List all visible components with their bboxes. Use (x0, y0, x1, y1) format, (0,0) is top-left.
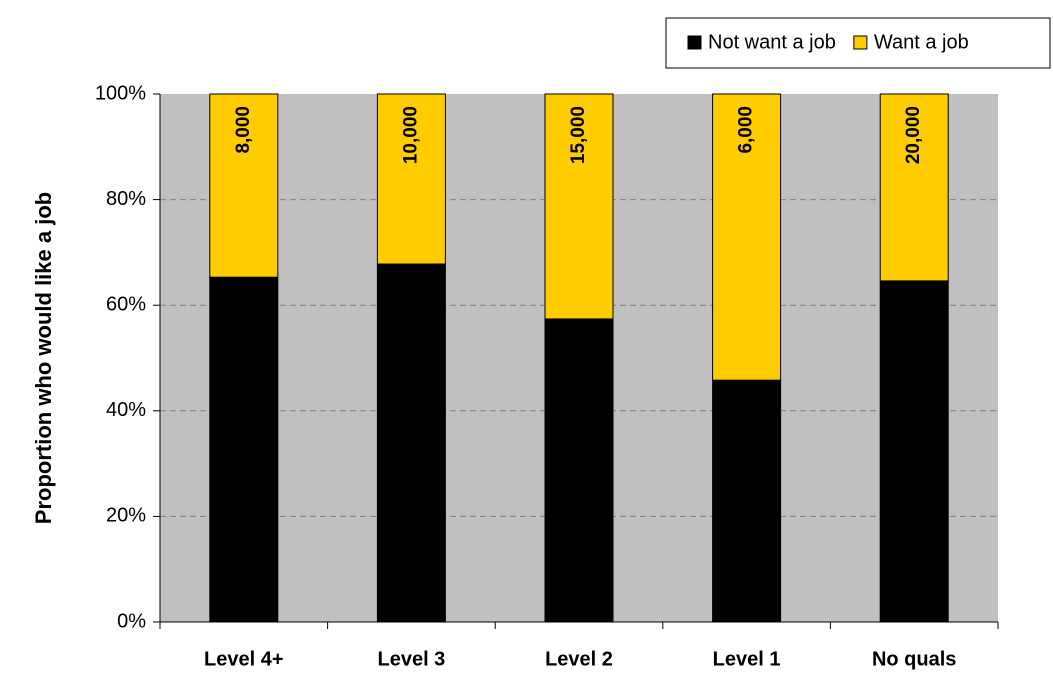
bar-segment (712, 379, 782, 623)
data-label: 20,000 (903, 106, 924, 164)
bar-segment (544, 318, 614, 623)
data-label: 6,000 (736, 106, 757, 154)
bar-segment (712, 93, 782, 381)
bar-segment (544, 93, 614, 320)
data-label: 8,000 (233, 106, 254, 154)
y-tick-label: 0% (117, 610, 146, 632)
legend-swatch (853, 35, 868, 50)
x-tick-label: Level 4+ (204, 648, 284, 670)
bar-segment (879, 93, 949, 282)
legend-label: Not want a job (708, 31, 836, 53)
x-tick-label: Level 1 (713, 648, 781, 670)
bar-segment (376, 93, 446, 265)
legend-label: Want a job (874, 31, 969, 53)
data-label: 10,000 (400, 106, 421, 164)
x-tick-label: Level 3 (377, 648, 445, 670)
y-tick-label: 100% (95, 82, 146, 104)
bar-segment (376, 263, 446, 623)
legend: Not want a job Want a job (665, 17, 1051, 69)
legend-swatch (687, 35, 702, 50)
y-tick-label: 60% (106, 293, 146, 315)
bar-segment (209, 93, 279, 278)
x-tick-label: No quals (872, 648, 956, 670)
data-label: 15,000 (568, 106, 589, 164)
y-tick-label: 40% (106, 399, 146, 421)
y-tick-label: 20% (106, 505, 146, 527)
bar-segment (879, 280, 949, 623)
bar-segment (209, 276, 279, 623)
y-tick-label: 80% (106, 188, 146, 210)
y-axis-label: Proportion who would like a job (31, 192, 56, 524)
x-tick-label: Level 2 (545, 648, 613, 670)
